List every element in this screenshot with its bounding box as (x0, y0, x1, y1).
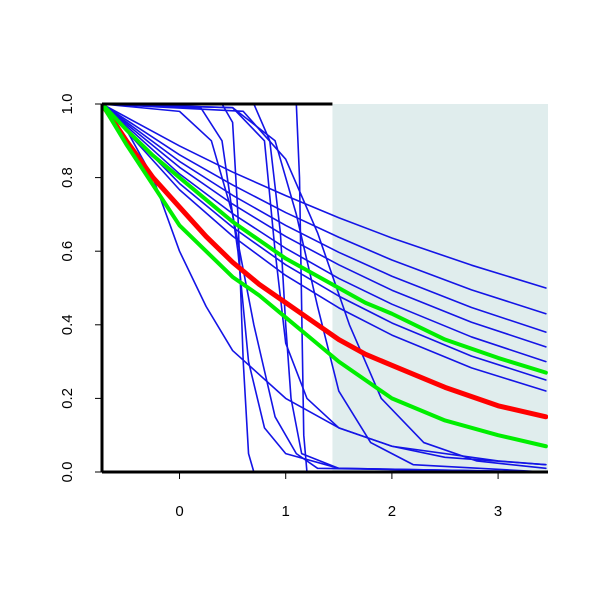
series-line (102, 104, 547, 333)
x-tick-label: 0 (175, 503, 183, 520)
y-tick-label: 0.4 (59, 314, 76, 335)
series-line (102, 104, 547, 472)
series-line (102, 104, 547, 315)
y-tick-label: 0.0 (59, 462, 76, 483)
plot-area (102, 104, 548, 472)
y-tick-label: 0.8 (59, 167, 76, 188)
y-tick-label: 0.2 (59, 388, 76, 409)
x-tick-label: 2 (388, 503, 396, 520)
axes: 0 1 2 3 0.0 0.2 0.4 0.6 0.8 1.0 (59, 94, 548, 520)
series-line (102, 104, 547, 472)
series-line (102, 104, 547, 472)
y-tick-label: 1.0 (59, 94, 76, 115)
series-line (102, 104, 547, 363)
series-line (102, 104, 547, 289)
x-tick-label: 3 (494, 503, 502, 520)
series-line (102, 104, 547, 466)
x-tick-label: 1 (282, 503, 290, 520)
series-line (102, 104, 548, 449)
series-line (102, 104, 547, 392)
series-line (102, 104, 548, 420)
y-tick-label: 0.6 (59, 241, 76, 262)
series-line (102, 104, 548, 375)
series-line (102, 104, 547, 472)
series-line (102, 104, 547, 348)
series-line (102, 104, 547, 472)
